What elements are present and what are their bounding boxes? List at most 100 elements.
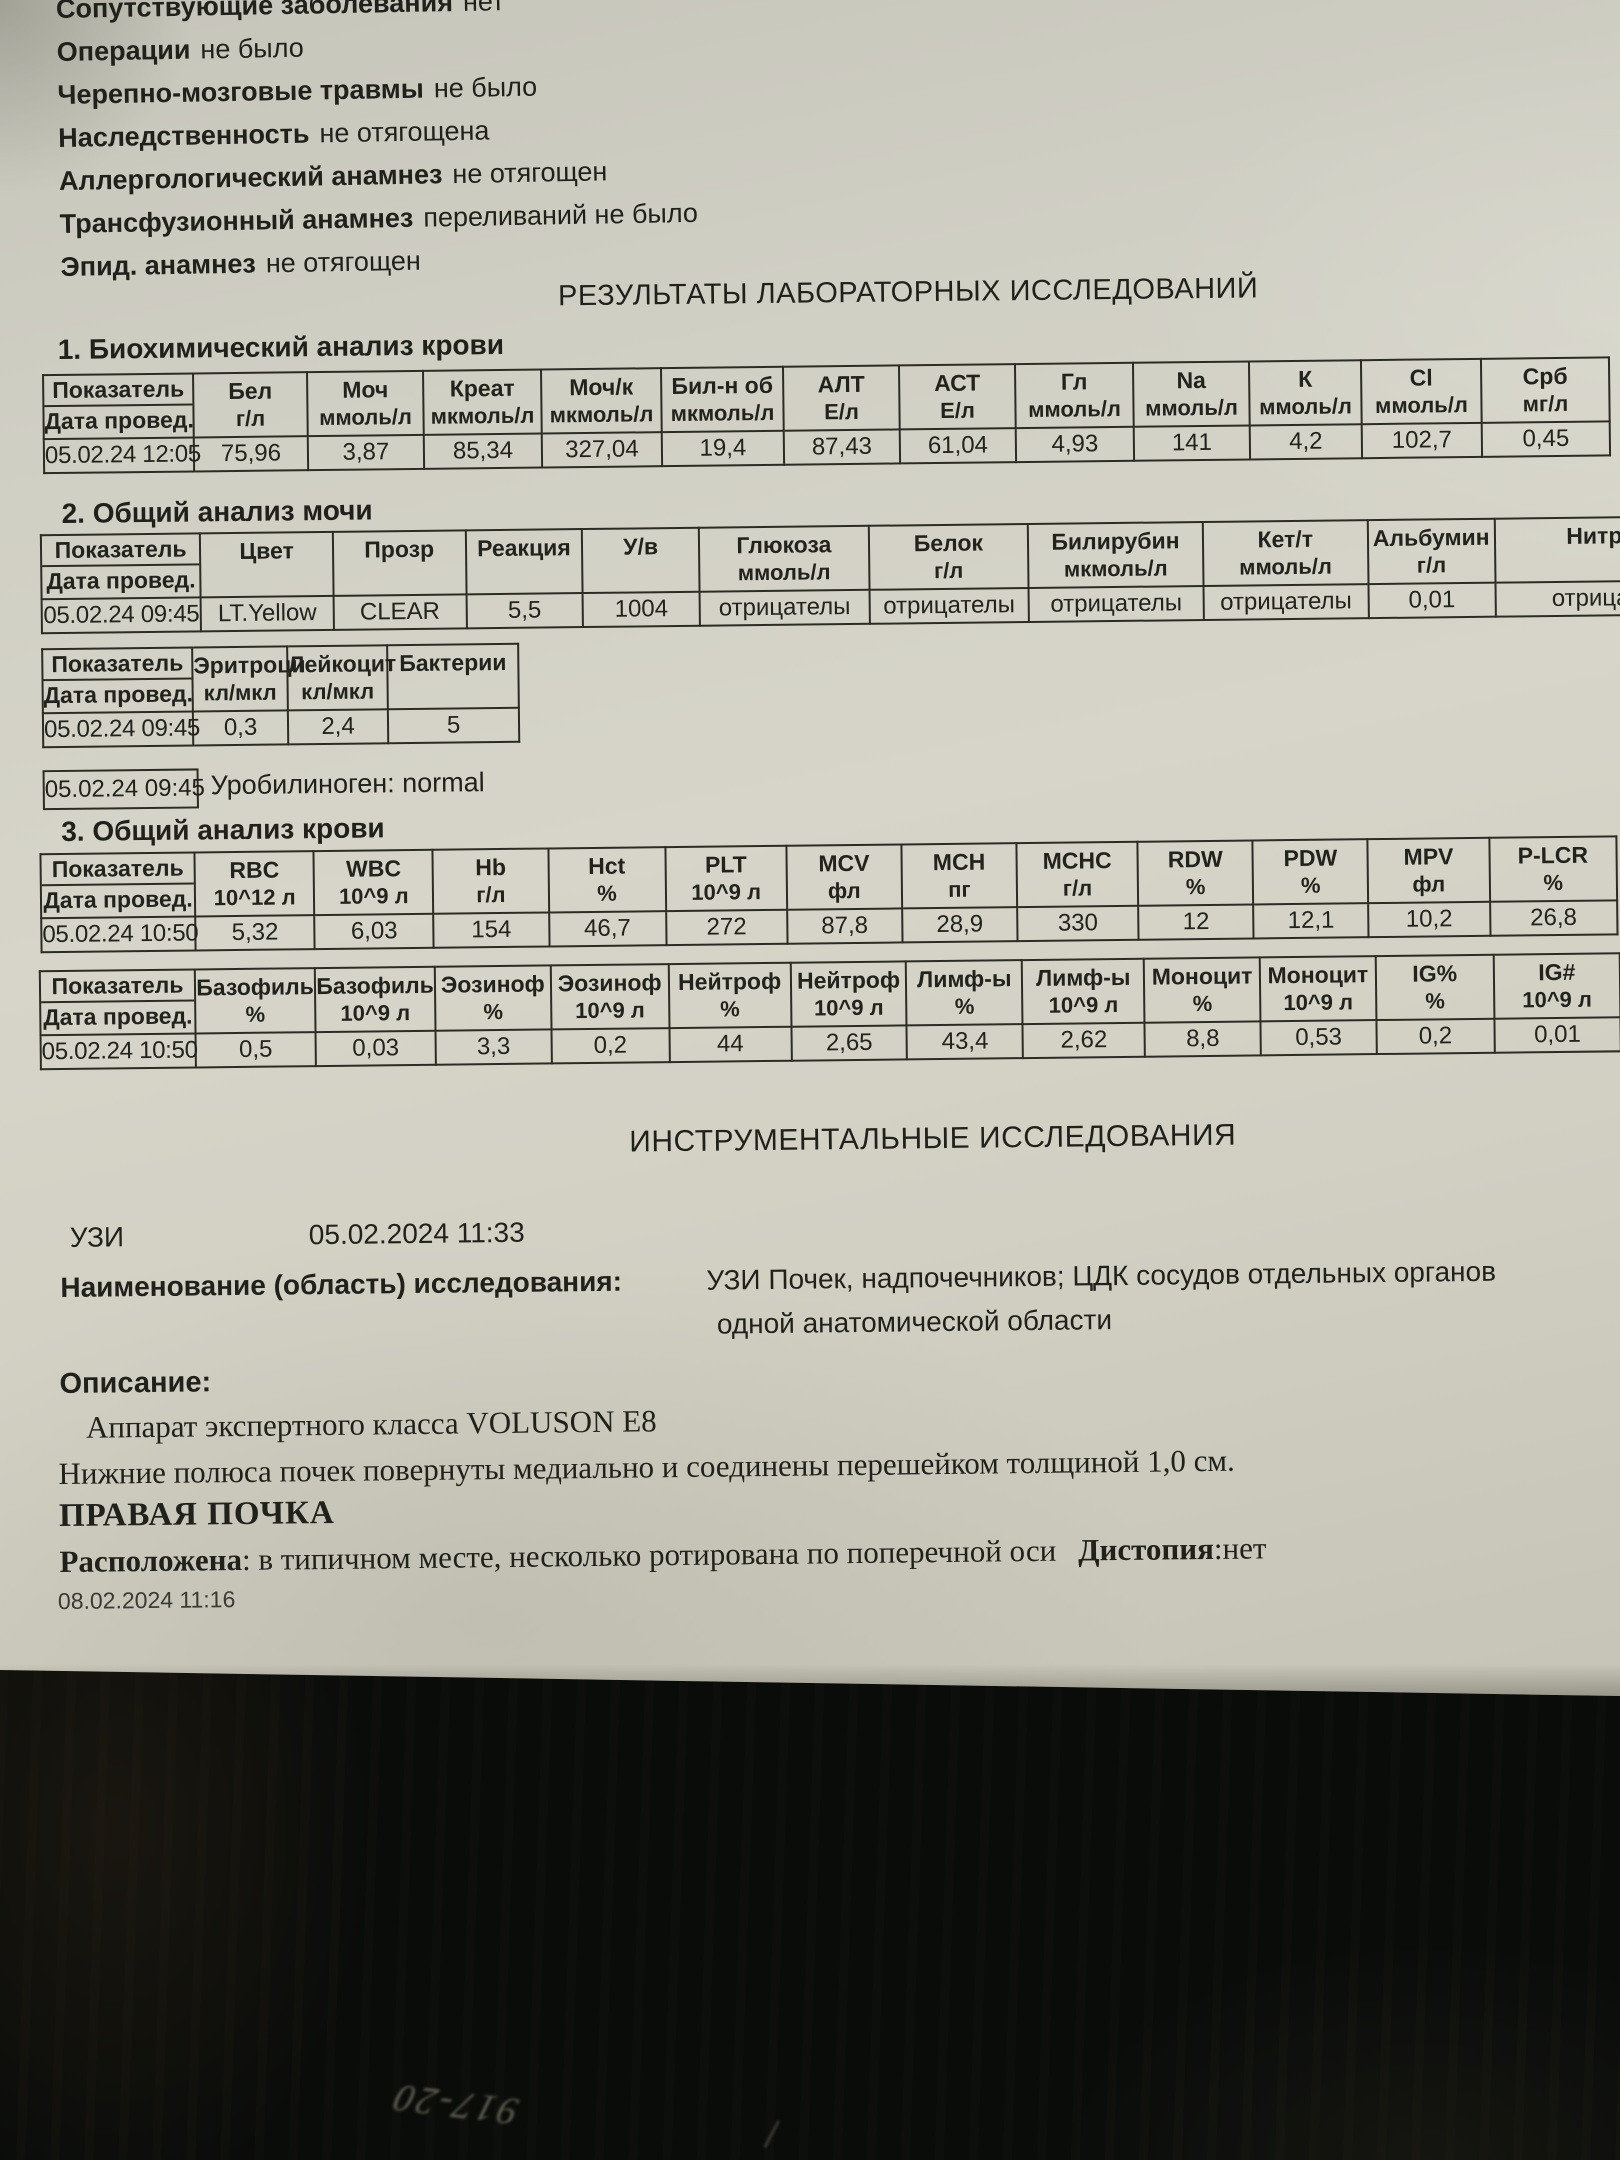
column-header-cell: Лимф-ы 10^9 л [1021, 958, 1145, 1025]
row-date-cell: 05.02.24 09:45 [41, 597, 202, 634]
column-header-cell: Цвет [200, 531, 334, 598]
column-header-cell: Бактерии [387, 643, 519, 710]
results-table: Показатель Дата провед. RBC 10^12 л WBC 10^9 … [39, 835, 1618, 953]
urobilinogen-date-box: 05.02.24 09:45 [42, 768, 205, 811]
description-findings: Нижние полюса почек повернуты медиально … [58, 1442, 1235, 1492]
value-cell: 44 [669, 1026, 792, 1063]
column-header-cell: P-LCR% [1488, 836, 1618, 902]
value-cell: 0,53 [1260, 1020, 1377, 1056]
column-name: Моноцит [1267, 961, 1369, 989]
column-name: Гл [1060, 368, 1088, 395]
column-name: PDW [1283, 844, 1338, 872]
column-unit: % [1300, 872, 1321, 898]
column-unit: % [1425, 988, 1445, 1014]
column-unit: кл/мкл [203, 679, 277, 706]
results-table: Показатель Дата провед. Базофиль% Базофиль 1… [39, 952, 1620, 1070]
column-header-cell: Гл ммоль/л [1014, 362, 1134, 429]
value-cell: 154 [433, 912, 550, 948]
value-cell: 3,3 [435, 1029, 552, 1065]
column-unit: ммоль/л [1239, 553, 1333, 580]
column-name: P-LCR [1517, 841, 1589, 869]
column-header-cell: АСТ Е/л [898, 364, 1016, 430]
value-cell: 0,2 [1376, 1018, 1495, 1055]
column-name: Лимф-ы [916, 965, 1012, 993]
column-header-cell: Билирубин мкмоль/л [1027, 522, 1204, 588]
value-cell: 12,1 [1253, 903, 1369, 939]
column-name: Нейтроф [796, 966, 901, 994]
column-name: IG% [1412, 960, 1458, 987]
column-header-cell: Глюкоза ммоль/л [698, 525, 870, 592]
located-text: : в типичном месте, несколько ротирована… [241, 1532, 1057, 1577]
corner-cell: Показатель Дата провед. [42, 647, 194, 714]
column-header-cell: RBC 10^12 л [194, 851, 315, 917]
anamnesis-label: Сопутствующие заболевания [55, 0, 454, 24]
column-unit: г/л [476, 881, 506, 908]
urinalysis-table: Показатель Дата провед. Цвет Прозр Реакция У/… [40, 515, 1620, 634]
column-header-cell: Нитриты [1494, 515, 1620, 583]
column-unit: г/л [1416, 552, 1447, 578]
column-header-cell: Альбумин г/л [1367, 518, 1496, 585]
corner-bottom-label: Дата провед. [43, 1002, 193, 1031]
column-header-cell: WBC 10^9 л [313, 849, 434, 916]
column-header-cell: Креат мкмоль/л [423, 369, 542, 435]
column-name: Билирубин [1051, 527, 1180, 555]
dystopia-label: Дистопия [1077, 1530, 1215, 1568]
column-header-cell: Эритроци кл/мкл [192, 646, 306, 712]
corner-bottom-label: Дата провед. [43, 680, 194, 709]
column-name: Кет/т [1257, 525, 1314, 553]
instrumental-title: ИНСТРУМЕНТАЛЬНЫЕ ИССЛЕДОВАНИЯ [629, 1118, 1237, 1159]
column-name: Cl [1409, 364, 1433, 391]
paper-sheet: Сопутствующие заболевания нет Операции не б… [0, 0, 1620, 1696]
section-title-urinalysis: 2. Общий анализ мочи [61, 494, 373, 529]
column-name: Глюкоза [736, 531, 832, 559]
value-cell: 141 [1133, 425, 1251, 461]
value-cell: 0,03 [315, 1030, 436, 1067]
column-unit: % [954, 993, 975, 1019]
value-cell: 2,65 [791, 1025, 908, 1061]
kidney-location-line: Расположена: в типичном месте, несколько… [59, 1530, 1266, 1580]
results-table: Показатель Дата провед. Бел г/л Моч ммоль/л Кр… [42, 356, 1611, 474]
value-cell: 46,7 [548, 911, 667, 947]
anamnesis-label: Эпид. анамнез [60, 248, 257, 282]
corner-top-label: Показатель [41, 534, 200, 568]
anamnesis-list: Сопутствующие заболевания нет Операции не б… [56, 0, 699, 289]
anamnesis-value: не отягощен [452, 156, 608, 190]
column-header-cell: PLT 10^9 л [665, 845, 787, 912]
value-cell: 4,2 [1249, 424, 1363, 460]
uzi-label: УЗИ [69, 1221, 125, 1253]
value-cell: 19,4 [661, 430, 785, 467]
column-unit: % [1543, 869, 1564, 896]
column-name: Реакция [476, 534, 571, 562]
row-date-cell: 05.02.24 09:45 [42, 711, 200, 748]
column-header-cell: У/в [582, 527, 700, 594]
value-cell: 0,3 [192, 710, 289, 746]
value-cell: 8,8 [1144, 1021, 1261, 1057]
column-name: Эритроци [193, 651, 306, 679]
anamnesis-value: не было [433, 71, 538, 104]
document-content: Сопутствующие заболевания нет Операции не б… [39, 0, 1620, 1614]
column-name: Цвет [239, 537, 294, 564]
value-cell: 28,9 [902, 907, 1018, 943]
value-cell: 102,7 [1361, 422, 1483, 459]
anamnesis-value: не было [200, 32, 305, 65]
column-name: Прозр [364, 535, 435, 563]
column-name: Лимф-ы [1035, 963, 1131, 991]
value-cell: 10,2 [1368, 901, 1491, 938]
column-header-cell: MCH пг [901, 843, 1018, 909]
column-header-cell: Hb г/л [432, 848, 549, 914]
column-unit: % [719, 996, 740, 1022]
column-header-cell: Hct% [547, 847, 666, 913]
anamnesis-value: не отягощен [265, 245, 422, 279]
column-name: У/в [623, 533, 659, 560]
value-cell: 0,01 [1494, 1017, 1620, 1053]
column-name: Белок [913, 529, 984, 557]
value-cell: 2,62 [1022, 1022, 1146, 1059]
corner-top-label: Показатель [44, 374, 193, 408]
study-name-label: Наименование (область) исследования: [60, 1265, 623, 1304]
column-header-cell: Базофиль% [194, 968, 316, 1034]
column-header-cell: Бил-н об мкмоль/л [661, 366, 784, 433]
corner-cell: Показатель Дата провед. [40, 852, 196, 919]
results-table: Показатель Дата провед. Эритроци кл/мкл Лейк… [41, 643, 520, 748]
anamnesis-value: не отягощена [319, 115, 490, 149]
column-unit: мкмоль/л [1063, 555, 1168, 582]
